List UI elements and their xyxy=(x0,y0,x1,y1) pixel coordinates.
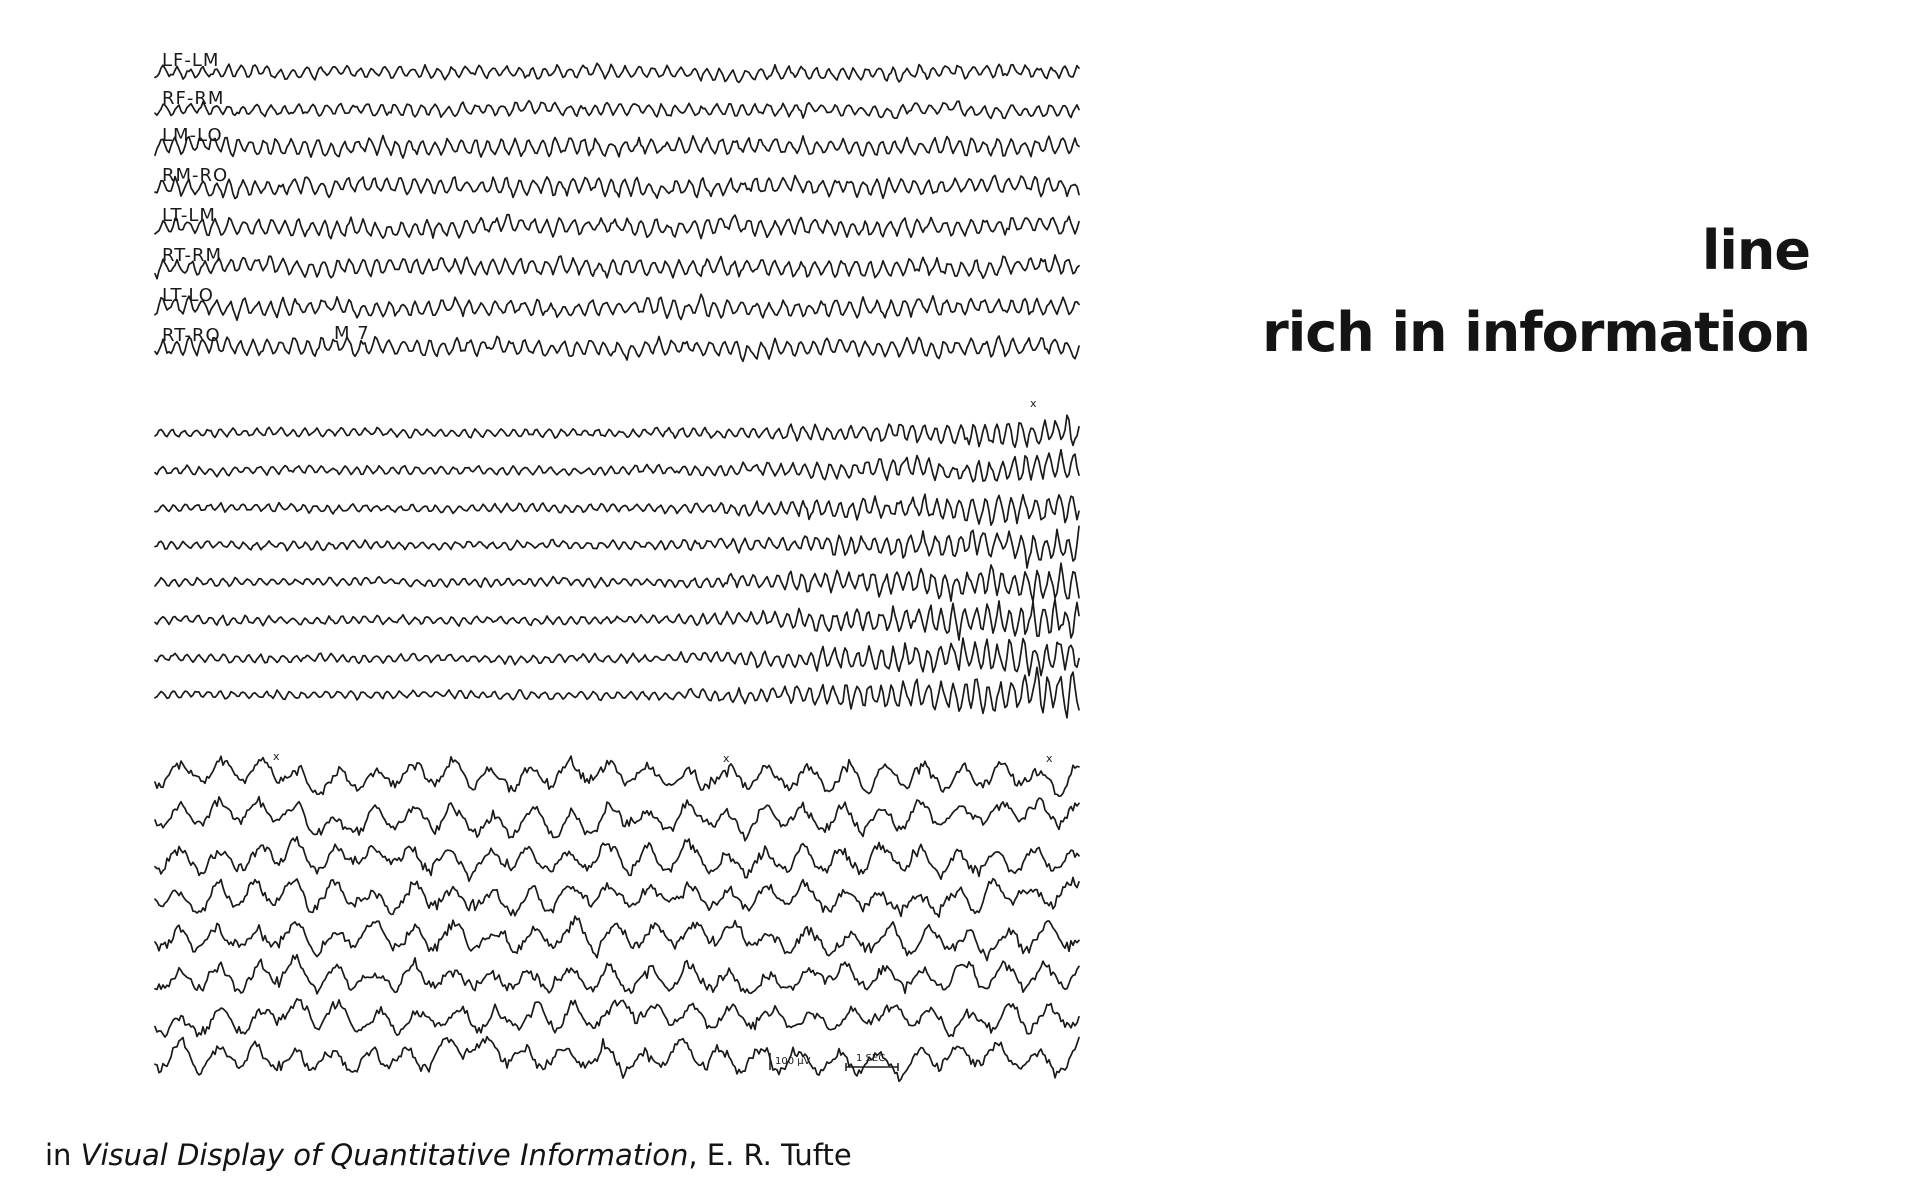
amplitude-scale-label: 100 µV xyxy=(775,1056,811,1067)
eeg-trace xyxy=(154,876,1080,918)
caption-prefix: in xyxy=(45,1138,81,1172)
eeg-trace xyxy=(154,997,1080,1038)
channel-label: RF-RM xyxy=(162,88,224,109)
eeg-trace xyxy=(154,414,1080,449)
amplitude-scale-bar: 100 µV xyxy=(769,1053,811,1070)
eeg-trace xyxy=(154,637,1080,677)
eeg-trace xyxy=(154,254,1080,280)
eeg-trace xyxy=(154,99,1080,120)
title-line-1: line xyxy=(1701,219,1811,282)
channel-label: LM-LO xyxy=(162,125,223,146)
caption-book-title: Visual Display of Quantitative Informati… xyxy=(80,1138,689,1172)
title-line-2: rich in information xyxy=(1262,301,1811,364)
caption-suffix: , E. R. Tufte xyxy=(688,1138,852,1172)
channel-label: RT-RO xyxy=(162,325,221,346)
eeg-trace xyxy=(154,448,1080,483)
eeg-trace xyxy=(154,795,1080,842)
eeg-trace xyxy=(154,915,1080,962)
event-marker: x xyxy=(273,750,280,763)
event-marker: x xyxy=(1030,397,1037,410)
eeg-trace xyxy=(154,174,1080,200)
time-scale-label: 1 SEC. xyxy=(856,1053,888,1064)
channel-label: LF-LM xyxy=(162,50,219,71)
event-marker: x xyxy=(1046,752,1053,765)
eeg-trace xyxy=(154,293,1080,322)
eeg-trace xyxy=(154,62,1080,84)
eeg-trace xyxy=(154,598,1080,641)
eeg-trace xyxy=(154,1035,1080,1083)
slide-title: line rich in information xyxy=(1262,210,1811,374)
source-caption: in Visual Display of Quantitative Inform… xyxy=(45,1138,852,1172)
eeg-trace xyxy=(154,213,1080,240)
channel-label: RT-RM xyxy=(162,245,222,266)
channel-label: RM-RO xyxy=(162,165,228,186)
eeg-trace xyxy=(154,562,1080,603)
eeg-trace xyxy=(154,525,1080,569)
eeg-traces-svg: LF-LM RF-RM LM-LO RM-RO LT-LM RT-RM LT-L… xyxy=(154,50,1080,1083)
eeg-recording-figure: LF-LM RF-RM LM-LO RM-RO LT-LM RT-RM LT-L… xyxy=(150,50,1095,1090)
event-marker: x xyxy=(723,752,730,765)
channel-label: LT-LO xyxy=(162,285,214,306)
eeg-trace xyxy=(154,134,1080,159)
eeg-trace xyxy=(154,666,1080,719)
eeg-trace xyxy=(154,493,1080,526)
eeg-trace xyxy=(154,755,1080,798)
channel-label: LT-LM xyxy=(162,205,216,226)
eeg-trace xyxy=(154,835,1080,883)
eeg-trace xyxy=(154,953,1080,995)
record-label: M 7 xyxy=(334,323,370,344)
eeg-trace xyxy=(154,335,1080,363)
time-scale-bar: 1 SEC. xyxy=(845,1053,899,1071)
